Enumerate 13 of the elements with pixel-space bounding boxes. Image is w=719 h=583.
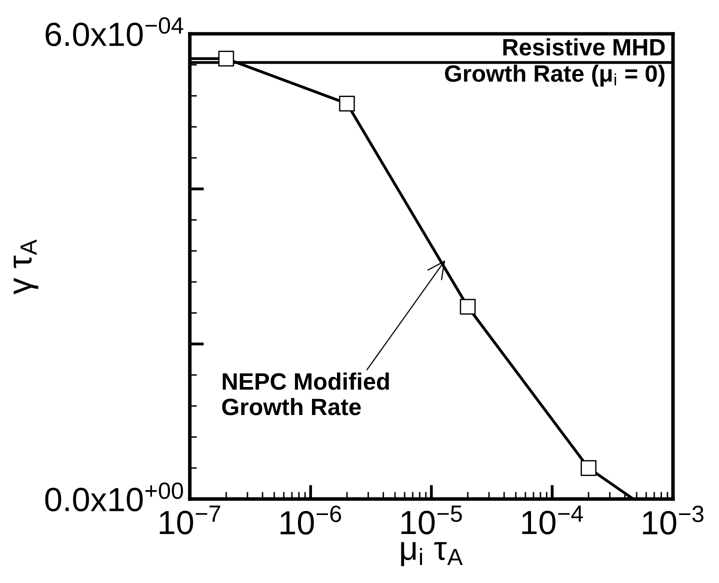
y-tick-label: 6.0x10$^{−04}$ (46, 17, 184, 46)
x-tick-label: 10$^{−4}$ (522, 506, 583, 534)
y-axis-title: γ τ$_{A}$ (14, 240, 38, 294)
annotation: NEPC Modified Growth Rate (222, 372, 389, 416)
point (218, 50, 234, 67)
x-tick-label: 10$^{−6}$ (280, 506, 342, 535)
x-tick-label: 10$^{−5}$ (401, 506, 462, 534)
point (339, 96, 355, 112)
ref-line-label: Resistive MHD Growth Rate (μ$_{i}$ = 0) (445, 38, 665, 87)
point (580, 460, 596, 476)
x-axis-title: μ$_{i}$ τ$_{A}$ (401, 542, 463, 566)
x-tick-label: 10$^{−3}$ (643, 506, 704, 535)
point (460, 298, 476, 315)
